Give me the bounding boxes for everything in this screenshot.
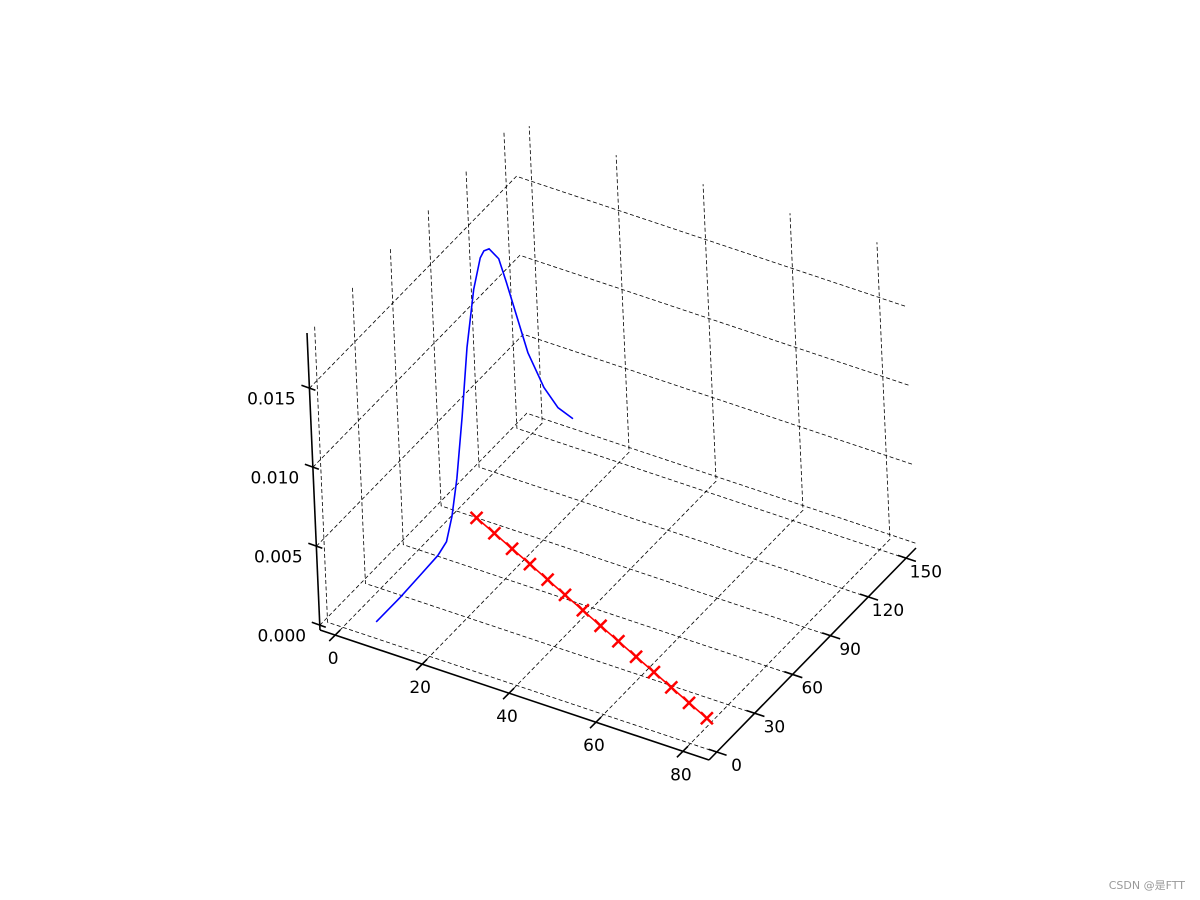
x-marker bbox=[540, 572, 555, 587]
z-axis bbox=[306, 332, 321, 631]
y-tick bbox=[746, 709, 765, 718]
watermark: CSDN @是FTT bbox=[1109, 879, 1186, 892]
y-tick bbox=[897, 554, 917, 563]
x-tick bbox=[502, 687, 515, 700]
grid-line bbox=[503, 131, 907, 559]
x-marker bbox=[558, 588, 572, 602]
y-tick-label: 120 bbox=[872, 601, 904, 621]
x-tick bbox=[589, 716, 602, 729]
x-marker bbox=[647, 665, 661, 680]
y-tick-label: 60 bbox=[801, 679, 823, 699]
x-tick-label: 0 bbox=[328, 649, 339, 669]
y-tick-label: 90 bbox=[839, 640, 861, 660]
y-tick bbox=[821, 632, 841, 640]
grid-line bbox=[312, 254, 910, 468]
grid-line bbox=[334, 126, 543, 636]
z-tick bbox=[304, 463, 320, 471]
grid-line bbox=[682, 242, 891, 752]
x-axis bbox=[319, 629, 710, 761]
grid-line bbox=[314, 325, 717, 753]
series-line bbox=[375, 247, 574, 623]
x-tick-label: 40 bbox=[496, 707, 518, 727]
x-marker bbox=[629, 649, 643, 664]
z-tick bbox=[301, 384, 316, 392]
x-marker bbox=[682, 695, 696, 710]
x-marker bbox=[523, 557, 537, 572]
y-tick bbox=[784, 670, 803, 679]
x-tick bbox=[328, 629, 341, 642]
y-tick bbox=[708, 748, 727, 757]
x-tick-label: 20 bbox=[409, 678, 431, 698]
x-marker bbox=[505, 541, 519, 556]
x-tick bbox=[676, 745, 689, 758]
y-tick-label: 150 bbox=[910, 562, 942, 582]
x-marker bbox=[575, 603, 590, 618]
x-marker bbox=[487, 526, 502, 541]
grid-line bbox=[389, 247, 793, 676]
x-marker bbox=[664, 680, 679, 695]
grid-line bbox=[421, 155, 630, 665]
grid-line bbox=[465, 170, 869, 598]
grid-line bbox=[427, 208, 831, 637]
z-tick-label: 0.005 bbox=[254, 547, 303, 567]
y-axis bbox=[708, 547, 917, 761]
x-marker bbox=[469, 510, 484, 525]
x-tick bbox=[415, 658, 428, 671]
z-tick-label: 0.015 bbox=[247, 389, 296, 409]
grid-line bbox=[595, 213, 804, 723]
grid-line bbox=[319, 412, 916, 626]
x-marker bbox=[593, 618, 608, 633]
y-tick-label: 0 bbox=[731, 756, 742, 776]
grid-line bbox=[316, 333, 913, 547]
x-tick-label: 80 bbox=[670, 765, 692, 785]
x-tick-label: 60 bbox=[583, 736, 605, 756]
grid-line bbox=[352, 286, 755, 714]
y-tick bbox=[859, 593, 879, 601]
z-tick-label: 0.010 bbox=[251, 468, 300, 488]
z-tick bbox=[311, 621, 327, 629]
x-marker bbox=[611, 634, 626, 649]
z-tick bbox=[308, 542, 323, 550]
x-marker bbox=[699, 711, 714, 726]
y-tick-label: 30 bbox=[764, 717, 786, 737]
grid-line bbox=[309, 175, 906, 389]
grid-line bbox=[508, 184, 717, 694]
z-tick-label: 0.000 bbox=[257, 626, 306, 646]
